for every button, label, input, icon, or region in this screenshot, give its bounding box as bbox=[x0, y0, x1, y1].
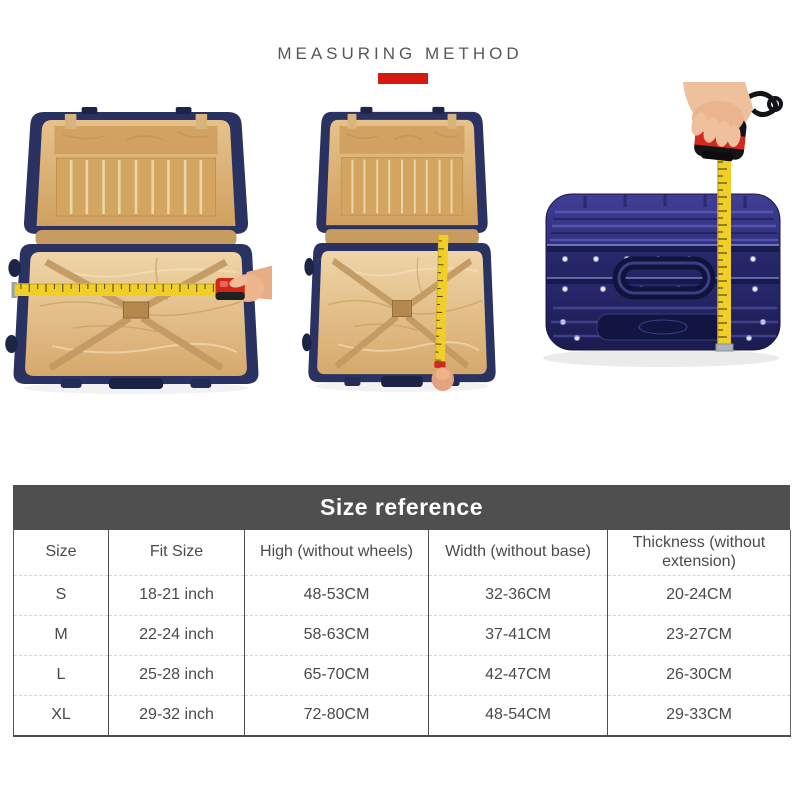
title-accent-bar bbox=[378, 73, 428, 84]
cell-high: 58-63CM bbox=[244, 615, 429, 656]
cell-thickness: 20-24CM bbox=[607, 575, 791, 616]
hand-with-tape-measure-icon bbox=[683, 82, 783, 162]
cell-size: XL bbox=[51, 706, 71, 724]
closed-suitcase-thickness-photo bbox=[533, 82, 798, 394]
cell-fit-size: 22-24 inch bbox=[108, 615, 245, 656]
table-header-row: Size Fit Size High (without wheels) Widt… bbox=[13, 530, 791, 576]
cell-fit-size: 29-32 inch bbox=[108, 695, 245, 736]
cell-high: 65-70CM bbox=[244, 655, 429, 696]
cell-width: 48-54CM bbox=[428, 695, 608, 736]
tape-measure-vertical-icon bbox=[434, 234, 449, 369]
suitcase-handle-icon bbox=[612, 256, 716, 300]
cell-fit-size: 18-21 inch bbox=[108, 575, 245, 616]
table-row-s: S 18-21 inch 48-53CM 32-36CM 20-24CM bbox=[13, 575, 791, 616]
size-reference-section: Size reference Size Fit Size High (witho… bbox=[13, 485, 791, 737]
cell-thickness: 26-30CM bbox=[607, 655, 791, 696]
thumb-holding-tape-icon bbox=[431, 367, 454, 392]
open-suitcase-inner-width-photo bbox=[0, 96, 272, 396]
cell-size: M bbox=[13, 615, 109, 656]
table-row-xl: XL 29-32 inch 72-80CM 48-54CM 29-33CM bbox=[14, 695, 791, 736]
cell-size: S bbox=[13, 575, 109, 616]
column-header-fit-size: Fit Size bbox=[108, 530, 245, 576]
page-title: MEASURING METHOD bbox=[277, 44, 523, 63]
open-suitcase-inner-height-photo bbox=[298, 96, 506, 394]
tape-measure-vertical-icon bbox=[715, 154, 734, 352]
table-row-l: L 25-28 inch 65-70CM 42-47CM 26-30CM bbox=[13, 655, 791, 696]
cell-high: 48-53CM bbox=[244, 575, 429, 616]
closed-suitcase-body bbox=[545, 193, 781, 351]
cell-width: 32-36CM bbox=[428, 575, 608, 616]
table-row-m: M 22-24 inch 58-63CM 37-41CM 23-27CM bbox=[13, 615, 791, 656]
cell-high: 72-80CM bbox=[244, 695, 429, 736]
column-header-high: High (without wheels) bbox=[244, 530, 429, 576]
hand-with-tape-case-icon bbox=[215, 265, 272, 302]
column-header-width: Width (without base) bbox=[428, 530, 608, 576]
cell-size: L bbox=[13, 655, 109, 696]
size-table-title: Size reference bbox=[13, 485, 790, 530]
cell-width: 37-41CM bbox=[428, 615, 608, 656]
tape-measure-horizontal-icon bbox=[11, 282, 224, 298]
cell-width: 42-47CM bbox=[428, 655, 608, 696]
cell-thickness: 23-27CM bbox=[607, 615, 791, 656]
column-header-thickness: Thickness (without extension) bbox=[607, 530, 791, 576]
cell-thickness: 29-33CM bbox=[607, 695, 791, 736]
cell-fit-size: 25-28 inch bbox=[108, 655, 245, 696]
size-reference-table: Size Fit Size High (without wheels) Widt… bbox=[13, 530, 791, 737]
column-header-size: Size bbox=[13, 530, 109, 576]
